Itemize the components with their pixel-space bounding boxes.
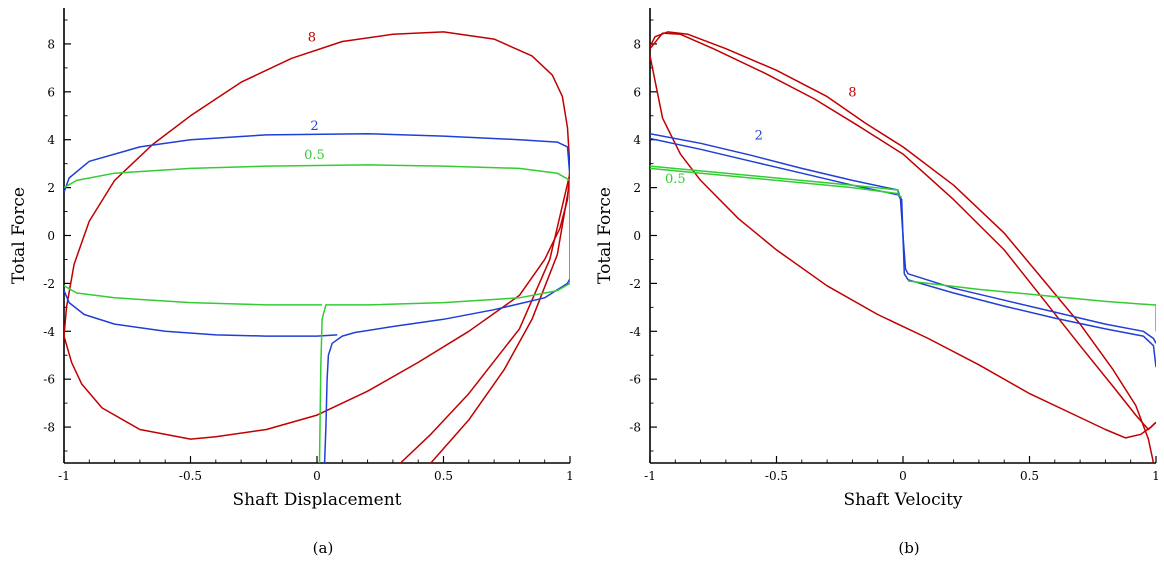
x-tick-label-a: 0 [313,469,321,483]
y-tick-label-b: 2 [633,181,641,195]
series-label-a-8: 8 [308,31,316,46]
x-tick-label-a: -1 [58,469,70,483]
x-tick-label-b: 0.5 [1020,469,1039,483]
series-line-a-8 [430,180,570,463]
series-line-b-2 [650,132,1156,344]
series-line-b-8 [650,32,1156,431]
y-tick-label-b: -6 [629,373,641,387]
y-tick-label-a: -6 [43,373,55,387]
y-tick-label-a: 2 [47,181,55,195]
y-tick-label-b: 0 [633,229,641,243]
x-axis-title-a: Shaft Displacement [232,490,401,510]
series-label-a-2: 2 [310,119,318,134]
series-line-a-0_5 [64,285,323,306]
y-tick-label-a: 4 [47,133,55,147]
y-tick-label-b: 8 [633,37,641,51]
series-line-a-8 [64,31,570,440]
panel-caption-b: (b) [898,539,919,557]
y-axis-title-b: Total Force [595,187,615,284]
x-tick-label-b: -1 [644,469,656,483]
series-label-b-0_5: 0.5 [665,172,686,187]
y-tick-label-b: 4 [633,133,641,147]
series-line-a-2 [64,132,570,463]
panel-caption-a: (a) [313,539,334,557]
x-tick-label-a: 1 [566,469,574,483]
y-tick-label-a: -4 [43,325,55,339]
y-tick-label-b: 6 [633,85,641,99]
y-tick-label-b: -2 [629,277,641,291]
y-tick-label-b: -8 [629,421,641,435]
y-tick-label-a: 0 [47,229,55,243]
x-axis-title-b: Shaft Velocity [843,490,962,510]
x-tick-label-b: 0 [899,469,907,483]
series-label-b-2: 2 [755,129,763,144]
series-line-b-0_5 [908,280,1156,332]
y-tick-label-b: -4 [629,325,641,339]
y-tick-label-a: -2 [43,277,55,291]
y-axis-title-a: Total Force [9,187,29,284]
series-line-a-2 [64,290,338,337]
series-line-b-8 [650,55,1156,439]
x-tick-label-b: 1 [1152,469,1160,483]
y-tick-label-a: 8 [47,37,55,51]
y-tick-label-a: -8 [43,421,55,435]
series-line-b-8 [650,31,1155,463]
x-tick-label-a: 0.5 [434,469,453,483]
series-line-b-0_5 [650,167,898,195]
series-label-b-8: 8 [848,86,856,101]
series-line-b-0_5 [650,165,903,198]
series-label-a-0_5: 0.5 [304,148,325,163]
series-line-b-2 [650,137,1156,368]
y-tick-label-a: 6 [47,85,55,99]
x-tick-label-b: -0.5 [765,469,788,483]
x-tick-label-a: -0.5 [179,469,202,483]
series-line-a-0_5 [64,164,570,463]
series-line-a-8 [399,173,570,463]
